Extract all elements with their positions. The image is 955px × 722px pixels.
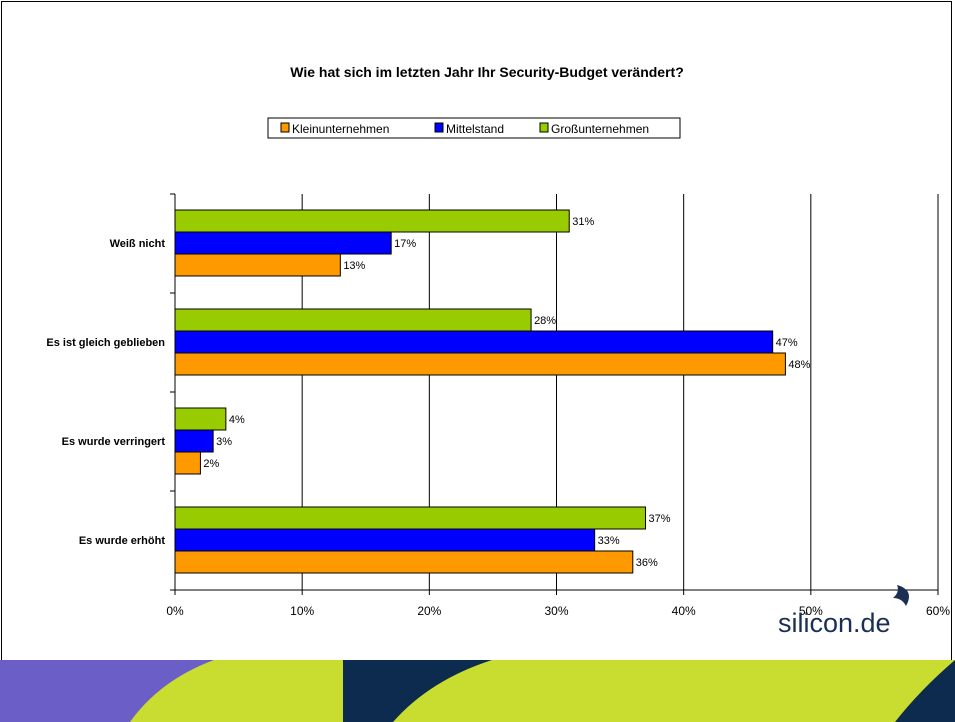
bar [174, 330, 774, 354]
bar [174, 407, 227, 431]
legend-swatch [280, 122, 290, 133]
legend-box [267, 117, 681, 139]
data-label: 28% [534, 315, 556, 327]
x-tick-label: 30% [544, 604, 568, 618]
legend-swatch [539, 122, 549, 133]
footer-band-purple [0, 660, 214, 722]
data-label: 48% [788, 359, 810, 371]
data-label: 37% [649, 513, 671, 525]
legend-label: Mittelstand [446, 122, 504, 136]
bar [174, 429, 214, 453]
data-label: 2% [203, 458, 219, 470]
chart-title: Wie hat sich im letzten Jahr Ihr Securit… [290, 64, 684, 80]
logo-text: silicon.de [778, 608, 891, 638]
x-tick-label: 40% [672, 604, 696, 618]
x-tick-label: 20% [417, 604, 441, 618]
legend: Kleinunternehmen Mittelstand Großunternehm… [267, 117, 681, 139]
category-label: Weiß nicht [110, 238, 166, 250]
legend-label: Großunternehmen [551, 122, 649, 136]
data-label: 33% [598, 535, 620, 547]
legend-label: Kleinunternehmen [292, 122, 389, 136]
bar [174, 308, 532, 332]
bar [174, 231, 392, 255]
x-tick-label: 60% [926, 604, 950, 618]
bar [174, 253, 341, 277]
data-label: 47% [776, 337, 798, 349]
data-label: 3% [216, 436, 232, 448]
bar [174, 506, 647, 530]
footer-band-navy [343, 660, 492, 722]
silicon-logo: silicon.de [778, 585, 909, 638]
data-label: 13% [343, 260, 365, 272]
data-label: 31% [572, 216, 594, 228]
category-label: Es wurde erhöht [79, 535, 166, 547]
footer-band [0, 660, 955, 722]
axes: 0% 10% 20% 30% 40% 50% 60% [166, 193, 950, 618]
category-label: Es ist gleich geblieben [46, 337, 165, 349]
bar [174, 451, 201, 475]
category-label: Es wurde verringert [62, 436, 166, 448]
x-tick-label: 50% [799, 604, 823, 618]
bar [174, 528, 596, 552]
x-tick-label: 0% [166, 604, 184, 618]
data-label: 36% [636, 557, 658, 569]
data-label: 17% [394, 238, 416, 250]
footer-band-navy-right [895, 660, 955, 722]
bars: Weiß nicht 31% 17% 13% Es ist gleich geblieb… [46, 209, 811, 574]
x-tick-label: 10% [290, 604, 314, 618]
legend-swatch [434, 122, 444, 133]
logo-swoosh-icon [893, 585, 909, 606]
bar [174, 352, 786, 376]
data-label: 4% [229, 414, 245, 426]
bar [174, 550, 634, 574]
bar [174, 209, 570, 233]
